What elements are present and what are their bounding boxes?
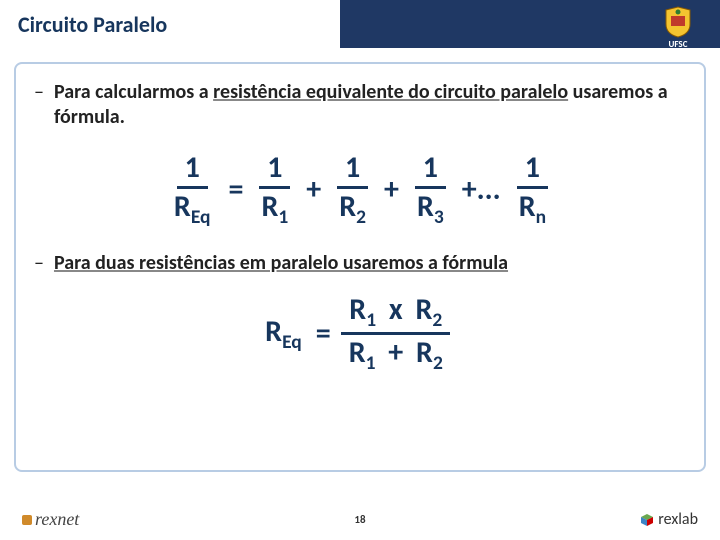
frac-req: 1 REq bbox=[166, 152, 219, 227]
bullet-1-text: Para calcularmos a resistência equivalen… bbox=[54, 80, 686, 130]
bullet-1-mid: resistência equivalente do circuito para… bbox=[213, 80, 568, 104]
dash-icon: – bbox=[34, 80, 44, 104]
bullet-2-text: Para duas resistências em paralelo usare… bbox=[54, 251, 508, 276]
frac-r3: 1 R3 bbox=[409, 152, 452, 227]
slide-title: Circuito Paralelo bbox=[0, 11, 167, 38]
frac-r2: 1 R2 bbox=[331, 152, 374, 227]
footer-left-logo: rexnet bbox=[22, 509, 79, 530]
req-label: REq bbox=[265, 313, 302, 354]
denominator-sum: R1 + R2 bbox=[341, 335, 451, 373]
dot-icon bbox=[22, 515, 32, 525]
shield-icon bbox=[663, 6, 693, 38]
rexnet-text: rexnet bbox=[35, 509, 79, 530]
content-frame: – Para calcularmos a resistência equival… bbox=[14, 62, 706, 472]
num-1: 1 bbox=[177, 152, 208, 189]
ufsc-logo: UFSC bbox=[656, 6, 700, 54]
page-number: 18 bbox=[354, 513, 365, 526]
plus-sign: + bbox=[306, 171, 321, 208]
den-req: REq bbox=[166, 189, 219, 227]
plus-sign: + bbox=[384, 171, 399, 208]
ufsc-logo-text: UFSC bbox=[669, 39, 688, 50]
cube-icon bbox=[640, 513, 654, 527]
bullet-2: – Para duas resistências em paralelo usa… bbox=[34, 251, 686, 276]
formula-parallel-general: 1 REq = 1 R1 + 1 R2 + 1 R3 +... 1 Rn bbox=[34, 152, 686, 227]
ellipsis-sign: +... bbox=[462, 171, 501, 208]
slide-footer: rexnet 18 rexlab bbox=[0, 509, 720, 530]
frac-rn: 1 Rn bbox=[511, 152, 554, 227]
equals-sign: = bbox=[316, 315, 331, 352]
numerator-product: R1 x R2 bbox=[341, 294, 450, 335]
rexlab-text: rexlab bbox=[658, 510, 698, 529]
plus-sign: + bbox=[388, 334, 403, 371]
footer-right-logo: rexlab bbox=[640, 510, 698, 529]
frac-r1: 1 R1 bbox=[253, 152, 296, 227]
slide-header: Circuito Paralelo UFSC bbox=[0, 0, 720, 48]
dash-icon: – bbox=[34, 251, 44, 275]
frac-two-res: R1 x R2 R1 + R2 bbox=[341, 294, 451, 374]
bullet-1-prefix: Para calcularmos a bbox=[54, 80, 213, 104]
times-sign: x bbox=[389, 291, 403, 328]
bullet-1: – Para calcularmos a resistência equival… bbox=[34, 80, 686, 130]
equals-sign: = bbox=[229, 171, 244, 208]
formula-parallel-two: REq = R1 x R2 R1 + R2 bbox=[34, 294, 686, 374]
